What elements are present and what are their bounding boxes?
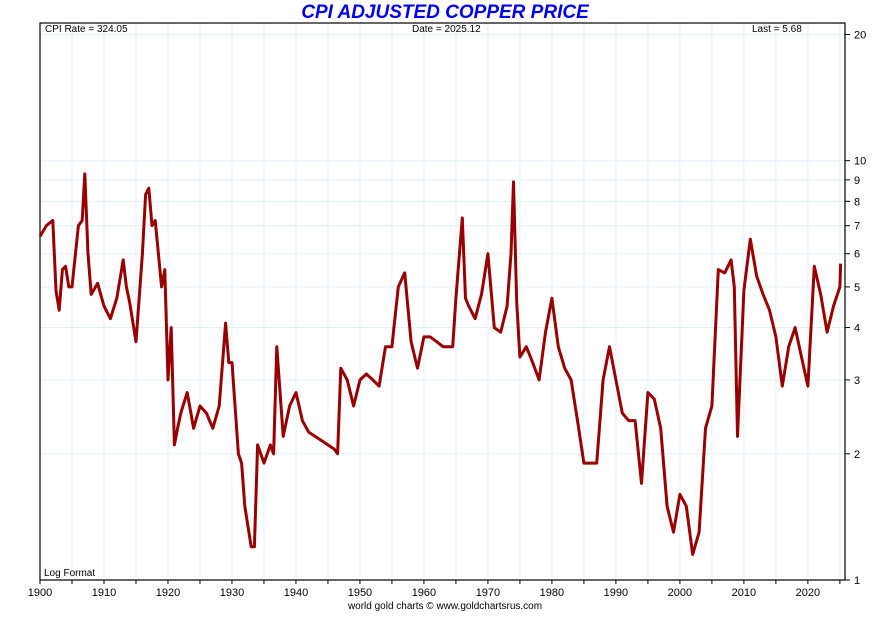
y-tick-label: 2 bbox=[854, 449, 860, 461]
cpi-rate-label: CPI Rate = 324.05 bbox=[45, 24, 128, 35]
x-tick-label: 1980 bbox=[540, 587, 564, 599]
y-tick-label: 3 bbox=[854, 375, 860, 387]
x-tick-label: 1930 bbox=[220, 587, 244, 599]
x-tick-label: 1970 bbox=[476, 587, 500, 599]
plot-frame bbox=[39, 22, 846, 581]
y-tick-label: 4 bbox=[854, 323, 860, 335]
x-tick-label: 1920 bbox=[156, 587, 180, 599]
y-tick-label: 6 bbox=[854, 249, 860, 261]
x-tick-label: 1950 bbox=[348, 587, 372, 599]
log-format-label: Log Format bbox=[44, 568, 96, 579]
x-tick-label: 2020 bbox=[796, 587, 820, 599]
y-tick-label: 7 bbox=[854, 221, 860, 233]
chart-title: CPI ADJUSTED COPPER PRICE bbox=[301, 2, 589, 23]
y-tick-label: 20 bbox=[854, 29, 866, 41]
x-tick-label: 1910 bbox=[92, 587, 116, 599]
price-series-line bbox=[38, 172, 843, 556]
x-tick-label: 1990 bbox=[604, 587, 628, 599]
y-tick-label: 10 bbox=[854, 156, 866, 168]
x-tick-label: 2010 bbox=[732, 587, 756, 599]
date-label: Date = 2025.12 bbox=[412, 24, 481, 35]
x-tick-label: 1960 bbox=[412, 587, 436, 599]
x-tick-label: 1940 bbox=[284, 587, 308, 599]
y-tick-label: 8 bbox=[854, 196, 860, 208]
x-tick-label: 2000 bbox=[668, 587, 692, 599]
y-tick-label: 1 bbox=[854, 575, 860, 587]
y-tick-label: 9 bbox=[854, 175, 860, 187]
x-tick-label: 1900 bbox=[28, 587, 52, 599]
footer-credit: world gold charts © www.goldchartsrus.co… bbox=[347, 601, 543, 612]
y-tick-label: 5 bbox=[854, 282, 860, 294]
last-value-label: Last = 5.68 bbox=[752, 24, 802, 35]
